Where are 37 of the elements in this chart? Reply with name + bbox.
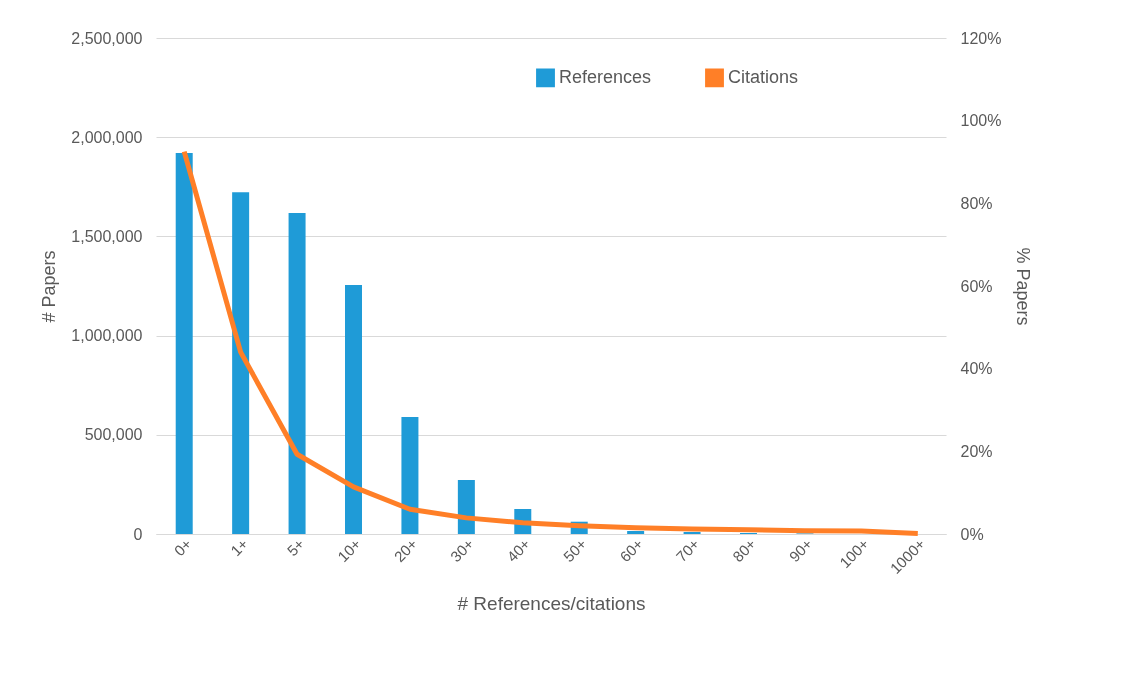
x-tick-label: 80+ xyxy=(729,534,760,566)
bar xyxy=(288,212,306,534)
x-tick-label: 60+ xyxy=(616,534,647,566)
y-tick-label: 1,500,000 xyxy=(71,227,143,245)
y-tick-label: 0 xyxy=(133,525,143,543)
y-tick-label: 500,000 xyxy=(84,426,143,444)
y2-tick-label: 60% xyxy=(960,277,993,295)
y-tick-label: 2,000,000 xyxy=(71,128,143,146)
x-axis-title: # References/citations xyxy=(457,592,646,614)
x-tick-label: 1+ xyxy=(227,534,252,560)
y2-tick-label: 0% xyxy=(960,525,984,543)
x-tick-label: 0+ xyxy=(170,534,195,560)
y-tick-label: 1,000,000 xyxy=(71,327,143,345)
x-tick-label: 20+ xyxy=(390,534,421,566)
x-tick-label: 30+ xyxy=(446,534,478,566)
y2-tick-label: 40% xyxy=(960,360,993,378)
y2-tick-label: 80% xyxy=(960,194,993,212)
bar xyxy=(627,531,645,534)
x-tick-label: 40+ xyxy=(503,534,534,566)
bar xyxy=(232,192,250,534)
bar xyxy=(457,480,475,534)
x-tick-label: 90+ xyxy=(785,534,816,566)
y-axis-title: # Papers xyxy=(39,250,60,323)
y2-tick-label: 100% xyxy=(960,112,1002,130)
y2-tick-label: 20% xyxy=(960,442,993,460)
bar xyxy=(401,416,419,534)
bar xyxy=(175,153,193,534)
x-tick-label: 70+ xyxy=(672,534,703,566)
legend-label: Citations xyxy=(728,66,799,87)
x-tick-label: 10+ xyxy=(334,534,365,566)
y2-tick-label: 120% xyxy=(960,29,1002,47)
legend-label: References xyxy=(559,66,652,87)
x-tick-label: 50+ xyxy=(559,534,590,566)
x-tick-label: 5+ xyxy=(283,534,308,560)
bar xyxy=(345,285,362,534)
y-tick-label: 2,500,000 xyxy=(71,29,143,47)
y2-axis-title: % Papers xyxy=(1013,247,1034,326)
